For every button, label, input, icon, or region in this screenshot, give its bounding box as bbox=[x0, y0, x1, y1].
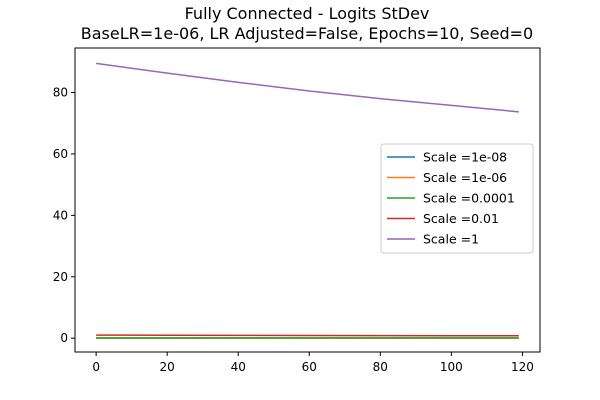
legend-label-1: Scale =1e-06 bbox=[423, 170, 507, 185]
x-tick-label-5: 100 bbox=[440, 360, 463, 374]
y-tick-label-0: 0 bbox=[60, 331, 68, 345]
legend-label-4: Scale =1 bbox=[423, 232, 479, 247]
y-tick-label-3: 60 bbox=[53, 147, 68, 161]
legend-label-3: Scale =0.01 bbox=[423, 211, 499, 226]
y-tick-label-1: 20 bbox=[53, 270, 68, 284]
legend-label-0: Scale =1e-08 bbox=[423, 150, 507, 165]
x-tick-label-2: 40 bbox=[231, 360, 246, 374]
series-line-4 bbox=[96, 62, 519, 113]
legend-label-2: Scale =0.0001 bbox=[423, 191, 515, 206]
y-tick-label-4: 80 bbox=[53, 86, 68, 100]
legend-box bbox=[380, 143, 534, 254]
series-line-3 bbox=[96, 334, 519, 337]
x-tick-label-3: 60 bbox=[302, 360, 317, 374]
y-tick-label-2: 40 bbox=[53, 208, 68, 222]
legend: Scale =1e-08 Scale =1e-06 Scale =0.0001 Sca… bbox=[380, 143, 534, 254]
axes-layer: 0 20 40 60 80 100 120 0 20 40 60 80 bbox=[53, 47, 541, 374]
x-tick-label-6: 120 bbox=[511, 360, 534, 374]
x-tick-label-4: 80 bbox=[373, 360, 388, 374]
x-tick-label-0: 0 bbox=[92, 360, 100, 374]
x-tick-label-1: 20 bbox=[160, 360, 175, 374]
series-layer bbox=[96, 62, 519, 339]
plot-frame bbox=[74, 47, 541, 353]
chart-title: Fully Connected - Logits StDev bbox=[185, 4, 430, 23]
chart-subtitle: BaseLR=1e-06, LR Adjusted=False, Epochs=… bbox=[81, 24, 533, 43]
